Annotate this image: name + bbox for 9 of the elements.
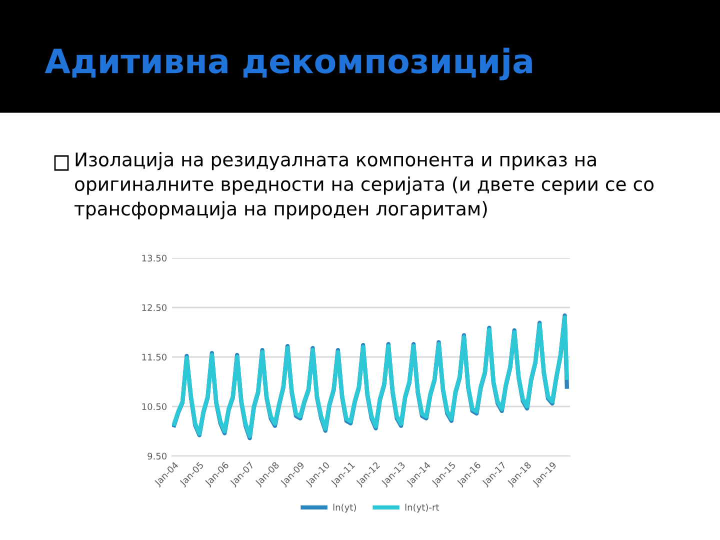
- chart-title: Адитивна декомпозиција: [44, 48, 532, 80]
- legend-label: ln(yt)-rt: [405, 504, 440, 512]
- y-tick-label: 10.50: [142, 403, 167, 410]
- y-tick-label: 12.50: [142, 304, 167, 312]
- legend-label: ln(yt): [333, 504, 356, 512]
- y-tick-label: 13.50: [142, 254, 167, 262]
- y-tick-label: 9.50: [148, 452, 167, 460]
- y-tick-label: 11.50: [142, 354, 167, 361]
- chart-subtitle: Изолација на резидуалната компонента и приказ на оригиналните вредности на серијата (и двете серии се со трансформација на природен логаритам): [74, 152, 654, 220]
